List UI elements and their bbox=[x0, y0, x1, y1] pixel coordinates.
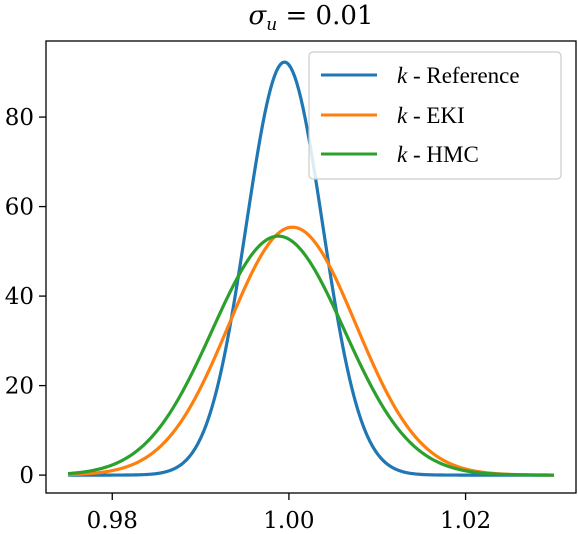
x-tick-label: 0.98 bbox=[87, 508, 138, 534]
plot-frame bbox=[45, 40, 577, 494]
y-tick-label: 60 bbox=[5, 195, 34, 221]
legend: k - Reference k - EKI k - HMC bbox=[308, 51, 562, 180]
title-symbol: σ bbox=[249, 1, 268, 31]
series-line-hmc bbox=[67, 234, 554, 477]
y-axis: 0 20 40 60 80 bbox=[5, 105, 46, 489]
legend-label-reference: k - Reference bbox=[397, 63, 520, 88]
y-tick-label: 0 bbox=[19, 463, 34, 489]
legend-label-eki: k - EKI bbox=[397, 103, 465, 128]
legend-label-hmc: k - HMC bbox=[397, 142, 479, 167]
y-tick-label: 20 bbox=[5, 374, 34, 400]
title-relation: = 0.01 bbox=[277, 1, 373, 31]
x-tick-label: 1.02 bbox=[440, 508, 491, 534]
y-tick-label: 80 bbox=[5, 105, 34, 131]
x-axis: 0.98 1.00 1.02 bbox=[87, 493, 491, 534]
y-tick-label: 40 bbox=[5, 284, 34, 310]
legend-box bbox=[308, 51, 562, 180]
title-subscript: u bbox=[266, 15, 277, 35]
x-tick-label: 1.00 bbox=[263, 508, 314, 534]
chart-title: σu = 0.01 bbox=[249, 1, 374, 35]
